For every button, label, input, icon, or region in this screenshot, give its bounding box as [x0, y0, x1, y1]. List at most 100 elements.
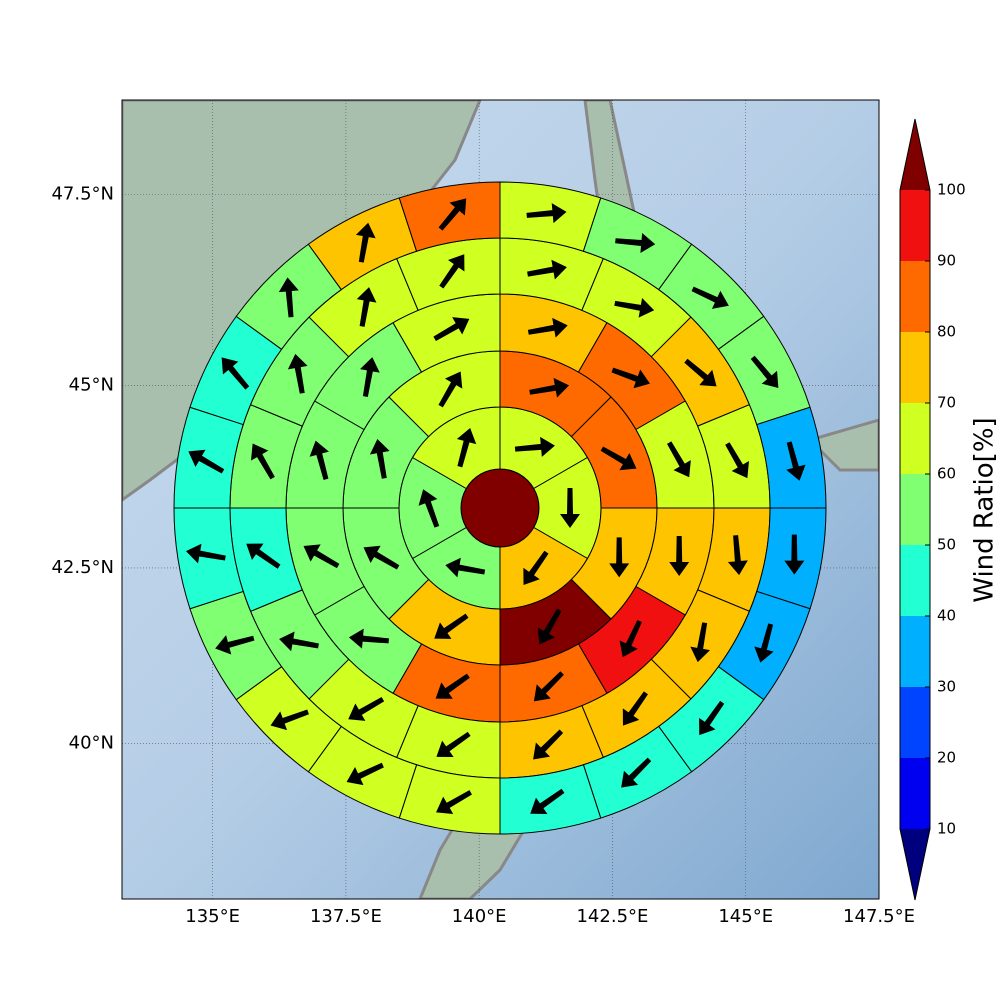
- wind-arrow: [456, 428, 477, 468]
- wind-arrow: [530, 788, 565, 814]
- colorbar-segment: [900, 545, 930, 616]
- wind-arrow: [360, 357, 380, 397]
- wind-arrow: [185, 543, 226, 564]
- wind-arrow: [435, 673, 470, 699]
- wind-arrow: [529, 377, 570, 398]
- wind-arrow: [246, 543, 281, 569]
- wind-arrow: [279, 631, 319, 652]
- wind-arrow: [526, 203, 567, 224]
- wind-arrow: [355, 222, 376, 263]
- wind-arrow: [363, 545, 400, 570]
- colorbar-segment: [900, 332, 930, 403]
- wind-arrow: [537, 608, 562, 645]
- y-tick-label: 45°N: [69, 374, 114, 395]
- wind-arrow: [433, 317, 470, 341]
- colorbar-segment: [900, 474, 930, 545]
- x-tick-label: 142.5°E: [576, 906, 648, 927]
- ticks: 135°E 137.5°E 140°E 142.5°E 145°E 147.5°E 40°N…: [51, 184, 915, 927]
- wind-arrow: [523, 550, 549, 586]
- axes-frame: [121, 99, 880, 900]
- wind-arrow: [667, 441, 691, 478]
- wind-arrow: [527, 259, 567, 280]
- wind-arrow: [439, 254, 465, 289]
- wind-arrow: [621, 757, 652, 788]
- colorbar-tick-label: 90: [937, 252, 956, 270]
- wind-arrow: [690, 622, 711, 663]
- wind-arrow: [560, 488, 580, 528]
- wind-arrow: [691, 286, 729, 309]
- wind-arrow: [309, 440, 329, 480]
- wind-arrow: [725, 442, 750, 479]
- colorbar-tick-label: 60: [937, 465, 956, 483]
- colorbar-tick-label: 70: [937, 394, 956, 412]
- wind-arrow: [611, 367, 650, 389]
- wind-arrow: [622, 691, 648, 726]
- colorbar-segment: [900, 403, 930, 474]
- wind-arrow: [754, 623, 774, 663]
- wind-arrow: [533, 729, 564, 760]
- x-tick-label: 137.5°E: [310, 906, 382, 927]
- wind-arrow: [600, 446, 637, 471]
- x-tick-label: 147.5°E: [843, 906, 915, 927]
- colorbar-tick-label: 100: [937, 181, 966, 199]
- colorbar-segment: [900, 687, 930, 758]
- wind-arrow: [786, 441, 806, 481]
- wind-arrow: [348, 697, 385, 721]
- wind-arrow: [438, 198, 467, 231]
- colorbar-tick-label: 40: [937, 607, 956, 625]
- colorbar-extend: [900, 119, 930, 190]
- colorbar-tick-label: 20: [937, 749, 956, 767]
- y-tick-label: 47.5°N: [51, 184, 114, 205]
- wind-arrow: [250, 443, 275, 480]
- colorbar-extend: [900, 829, 930, 900]
- wind-arrow: [684, 358, 717, 387]
- wind-arrow: [614, 297, 655, 318]
- colorbar-segment: [900, 758, 930, 829]
- wind-arrow: [270, 709, 309, 731]
- colorbar-tick-label: 80: [937, 323, 956, 341]
- wind-arrow: [514, 436, 555, 457]
- wind-arrow: [188, 449, 225, 474]
- wind-arrow: [434, 613, 469, 639]
- wind-arrow: [303, 544, 340, 569]
- wind-arrow: [619, 619, 642, 658]
- wind-arrow: [346, 762, 384, 786]
- colorbar-tick-label: 30: [937, 678, 956, 696]
- wind-arrow: [615, 233, 656, 253]
- wind-arrow: [609, 537, 630, 578]
- polar-cells: [173, 181, 827, 835]
- wind-arrow: [215, 635, 255, 655]
- colorbar-segment: [900, 616, 930, 687]
- wind-arrow: [750, 355, 779, 389]
- wind-arrow: [784, 534, 805, 575]
- wind-arrow: [527, 317, 568, 338]
- colorbar: 10 20 30 40 50 60 70 80 90 100: [899, 118, 966, 901]
- colorbar-tick-label: 10: [937, 820, 956, 838]
- wind-arrow: [438, 371, 463, 408]
- wind-arrow: [533, 671, 564, 702]
- colorbar-label: Wind Ratio[%]: [970, 417, 1000, 602]
- wind-arrow: [348, 628, 389, 649]
- wind-arrow: [445, 557, 486, 578]
- wind-arrow: [436, 731, 471, 757]
- x-tick-label: 140°E: [452, 906, 507, 927]
- wind-arrow: [699, 700, 725, 736]
- y-tick-label: 40°N: [69, 732, 114, 753]
- wind-arrow: [436, 790, 472, 814]
- wind-arrow: [669, 536, 690, 577]
- wind-arrow: [278, 277, 299, 318]
- wind-arrow: [418, 489, 440, 528]
- x-tick-label: 145°E: [718, 906, 773, 927]
- wind-arrow: [221, 357, 250, 390]
- wind-arrow: [287, 353, 308, 394]
- y-tick-label: 42.5°N: [51, 557, 114, 578]
- colorbar-tick-label: 50: [937, 536, 956, 554]
- land: [807, 418, 879, 472]
- colorbar-segment: [900, 261, 930, 332]
- wind-arrow: [727, 535, 748, 576]
- x-tick-label: 135°E: [185, 906, 240, 927]
- wind-arrow: [356, 287, 377, 327]
- wind-arrow: [369, 438, 390, 479]
- colorbar-segment: [900, 190, 930, 261]
